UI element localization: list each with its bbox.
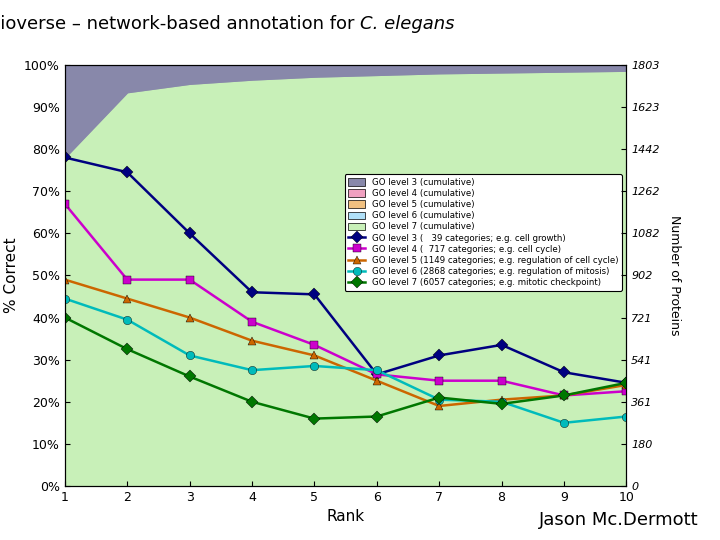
Y-axis label: Number of Proteins: Number of Proteins xyxy=(667,215,680,336)
Text: Bioverse – network-based annotation for: Bioverse – network-based annotation for xyxy=(0,15,360,33)
Legend: GO level 3 (cumulative), GO level 4 (cumulative), GO level 5 (cumulative), GO le: GO level 3 (cumulative), GO level 4 (cum… xyxy=(345,174,622,291)
Text: C. elegans: C. elegans xyxy=(360,15,454,33)
X-axis label: Rank: Rank xyxy=(327,509,364,524)
Text: Jason Mc.Dermott: Jason Mc.Dermott xyxy=(539,511,698,529)
Y-axis label: % Correct: % Correct xyxy=(4,238,19,313)
